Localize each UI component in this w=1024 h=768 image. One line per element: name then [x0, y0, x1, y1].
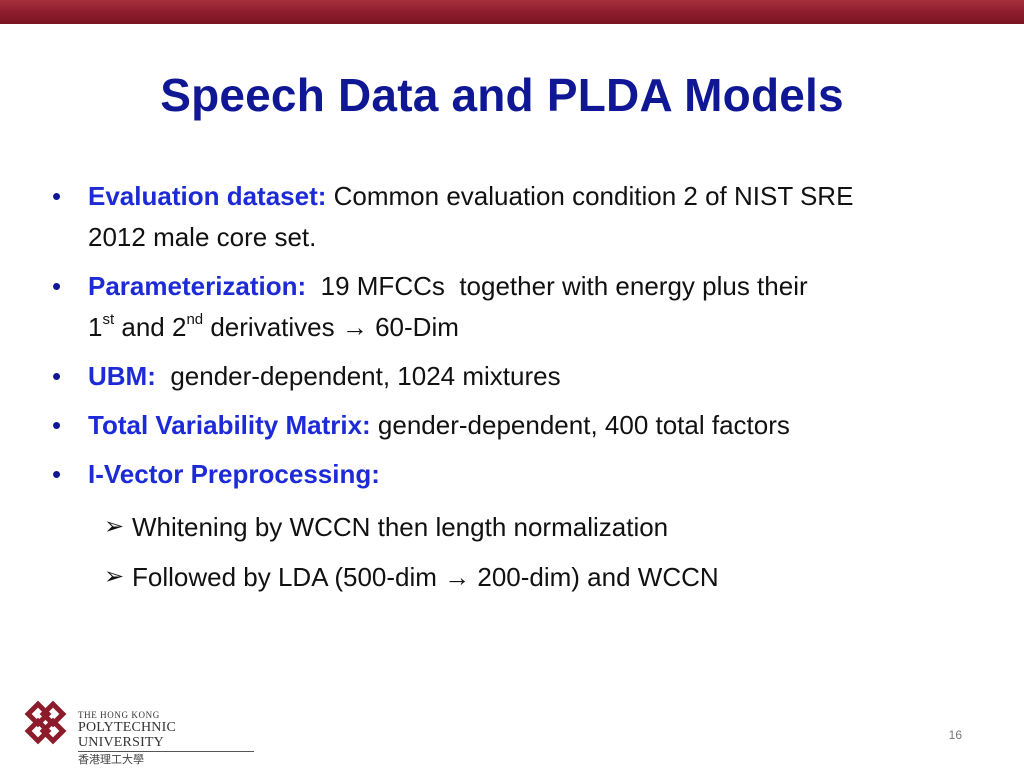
arrowhead-bullet-icon: ➢: [104, 563, 125, 590]
bullet-dot: •: [52, 459, 62, 489]
bullet-text: gender-dependent, 1024 mixtures: [155, 361, 561, 391]
arrowhead-bullet-icon: ➢: [104, 513, 125, 540]
bullet-dot: •: [52, 181, 62, 211]
top-accent-bar: [0, 0, 1024, 24]
bullet-label: Total Variability Matrix:: [88, 410, 371, 440]
bullet-text: gender-dependent, 400 total factors: [370, 410, 790, 440]
university-name: THE HONG KONG POLYTECHNIC UNIVERSITY 香港理…: [78, 710, 254, 767]
bullet-dot: •: [52, 361, 62, 391]
bullet-evaluation-dataset: • Evaluation dataset: Common evaluation …: [52, 176, 992, 258]
sub-bullet-lda: ➢ Followed by LDA (500-dim → 200-dim) an…: [52, 553, 992, 601]
bullet-label: I-Vector Preprocessing:: [88, 459, 380, 489]
bullet-dot: •: [52, 271, 62, 301]
page-number: 16: [948, 728, 962, 742]
bullet-total-variability-matrix: • Total Variability Matrix: gender-depen…: [52, 405, 992, 446]
slide-content: • Evaluation dataset: Common evaluation …: [52, 176, 992, 601]
bullet-label: UBM:: [88, 361, 156, 391]
right-arrow-icon: →: [341, 312, 368, 342]
sub-bullet-text: Followed by LDA (500-dim → 200-dim) and …: [132, 562, 719, 592]
polyu-logo-icon: [24, 700, 67, 745]
bullet-ivector-preprocessing: • I-Vector Preprocessing:: [52, 454, 992, 495]
bullet-dot: •: [52, 410, 62, 440]
slide-title: Speech Data and PLDA Models: [160, 69, 844, 121]
sub-bullet-text: Whitening by WCCN then length normalizat…: [132, 512, 669, 542]
bullet-text: 2012 male core set.: [88, 222, 317, 252]
bullet-text: 19 MFCCs together with energy plus their: [306, 271, 808, 301]
right-arrow-icon: →: [444, 562, 471, 592]
university-logo: THE HONG KONG POLYTECHNIC UNIVERSITY 香港理…: [24, 700, 254, 766]
bullet-parameterization: • Parameterization: 19 MFCCs together wi…: [52, 266, 992, 348]
bullet-label: Parameterization:: [88, 271, 307, 301]
bullet-label: Evaluation dataset:: [88, 181, 327, 211]
bullet-text: Common evaluation condition 2 of NIST SR…: [326, 181, 854, 211]
bullet-ubm: • UBM: gender-dependent, 1024 mixtures: [52, 356, 992, 397]
sub-bullet-whitening: ➢ Whitening by WCCN then length normaliz…: [52, 503, 992, 551]
